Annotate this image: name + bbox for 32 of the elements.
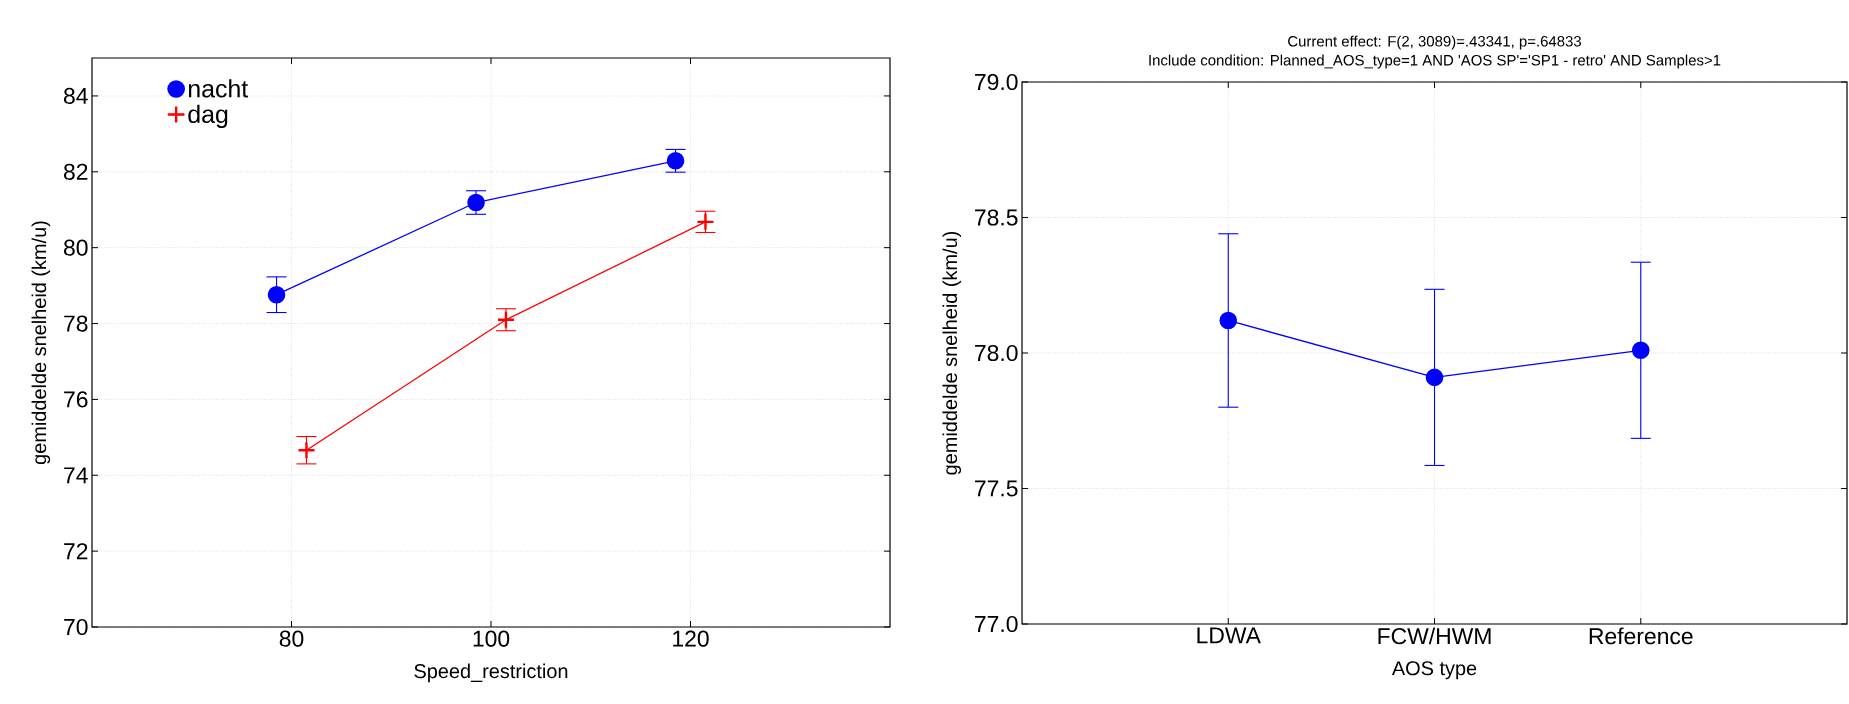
y-axis-title: gemiddelde snelheid (km/u) <box>942 231 962 475</box>
x-tick-label: 120 <box>673 630 709 647</box>
chart-subtitle: Include condition: Planned_AOS_type=1 AND 'AOS SP'='SP1 - retro' AND Samples>1 <box>1149 54 1721 69</box>
x-axis-title: Speed_restriction <box>414 663 568 683</box>
x-axis-title: AOS type <box>1391 661 1477 680</box>
y-tick-label: 80 <box>63 239 88 256</box>
point <box>297 441 316 460</box>
x-tick-label: LDWA <box>1197 627 1261 644</box>
x-tick-label: 80 <box>279 630 304 647</box>
point <box>267 285 286 304</box>
y-tick-label: 77.5 <box>975 480 1018 497</box>
y-tick-label: 70 <box>64 618 88 636</box>
y-tick-label: 76 <box>64 391 88 408</box>
x-tick-label: FCW/HWM <box>1378 627 1491 645</box>
y-tick-label: 77.0 <box>975 615 1018 633</box>
legend-label: dag <box>188 104 228 128</box>
y-axis-title: gemiddelde snelheid (km/u) <box>31 221 51 465</box>
x-tick-label: 100 <box>473 630 510 647</box>
point <box>1631 341 1650 360</box>
legend-label: nacht <box>188 79 249 98</box>
y-tick-label: 79.0 <box>975 73 1018 91</box>
chart-title: Current effect: F(2, 3089)=.43341, p=.64833 <box>1288 35 1582 50</box>
y-tick-label: 78 <box>64 315 88 332</box>
y-tick-label: 82 <box>63 163 88 180</box>
point <box>1425 368 1444 387</box>
point <box>1219 311 1238 330</box>
y-tick-label: 78.5 <box>975 209 1018 226</box>
y-tick-label: 78.0 <box>975 344 1018 362</box>
y-tick-label: 74 <box>64 467 88 484</box>
y-tick-label: 84 <box>63 87 88 105</box>
x-tick-label: Reference <box>1589 627 1693 645</box>
y-tick-label: 72 <box>64 543 88 560</box>
